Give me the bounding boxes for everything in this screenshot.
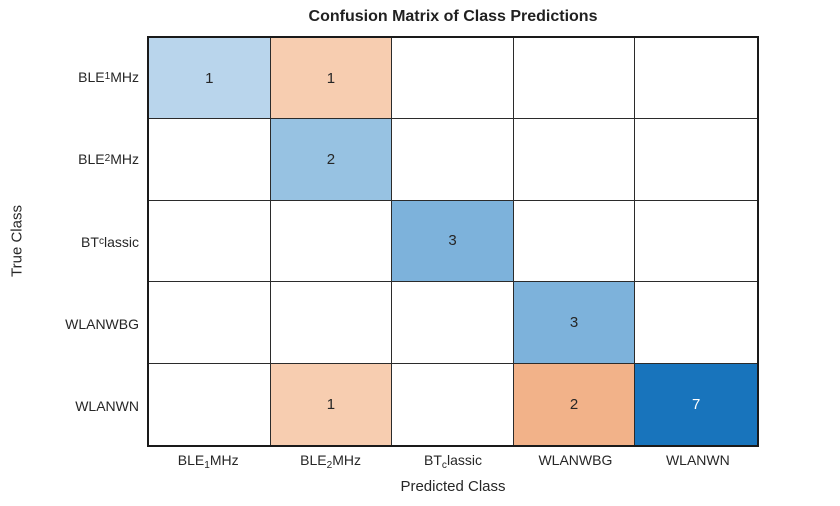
matrix-cell-r2-c3 [513, 200, 636, 283]
class-label-text: MHz [209, 452, 239, 468]
class-label-text: BT [81, 233, 99, 250]
matrix-cell-r1-c4 [635, 119, 757, 201]
matrix-cell-r2-c2: 3 [392, 200, 514, 283]
matrix-cell-r1-c0 [149, 119, 271, 201]
matrix-cell-r4-c0 [149, 363, 271, 445]
matrix-cell-r1-c2 [392, 119, 514, 201]
matrix-cell-r4-c3: 2 [513, 363, 636, 445]
chart-title: Confusion Matrix of Class Predictions [308, 8, 598, 25]
class-label-text: MHz [332, 452, 362, 468]
matrix-cell-r0-c2 [392, 38, 514, 120]
class-label-text: BLE [78, 151, 105, 168]
class-label-text: BT [424, 452, 442, 468]
matrix-cell-r4-c2 [392, 363, 514, 445]
class-label-text: BLE [78, 69, 105, 86]
class-label-text: WLANWBG [65, 315, 139, 332]
matrix-cell-r3-c2 [392, 282, 514, 364]
matrix-cell-r1-c3 [513, 119, 636, 201]
ytick-WLANWBG: WLANWBG [0, 283, 139, 365]
ytick-WLANWN: WLANWN [0, 365, 139, 447]
matrix-cell-r2-c1 [270, 200, 393, 283]
class-label-subscript: 2 [326, 459, 333, 471]
class-label-subscript: 1 [204, 459, 210, 471]
class-label-text: BLE [300, 452, 327, 468]
class-label-text: lassic [103, 233, 139, 250]
matrix-cell-r0-c0: 1 [149, 38, 271, 120]
class-label-text: WLANWN [665, 452, 730, 468]
xtick-BLE_1MHz: BLE1MHz [147, 452, 269, 471]
y-axis-tick-labels: BLE 1 MHz BLE 2 MHz BT c lassic WLANWBG WLANWN [0, 36, 139, 447]
matrix-cell-r3-c4 [635, 282, 757, 364]
matrix-cell-r1-c1: 2 [270, 119, 393, 201]
xtick-BT_classic: BTclassic [392, 452, 514, 471]
matrix-cell-r3-c0 [149, 282, 271, 364]
x-axis-label: Predicted Class [400, 478, 506, 495]
xtick-BLE_2MHz: BLE2MHz [269, 452, 391, 471]
ytick-BT_classic: BT c lassic [81, 233, 139, 250]
ytick-BLE_2MHz: BLE 2 MHz [78, 151, 139, 168]
class-label-text: MHz [110, 151, 139, 168]
class-label-subscript: c [441, 459, 447, 471]
matrix-cell-r0-c3 [513, 38, 636, 120]
matrix-cell-r3-c1 [270, 282, 393, 364]
xtick-WLANWBG: WLANWBG [514, 452, 636, 468]
class-label-text: WLANWN [75, 397, 139, 414]
matrix-cell-r4-c1: 1 [270, 363, 393, 445]
class-label-text: BLE [177, 452, 205, 468]
ytick-BLE_1MHz: BLE 1 MHz [78, 69, 139, 86]
matrix-cell-r2-c4 [635, 200, 757, 283]
matrix-cell-r0-c1: 1 [270, 38, 393, 120]
x-axis-tick-labels: BLE1MHz BLE2MHz BTclassic WLANWBG WLANWN [147, 452, 759, 471]
class-label-text: WLANWBG [538, 452, 613, 468]
class-label-text: MHz [110, 69, 139, 86]
matrix-cell-r4-c4: 7 [635, 363, 757, 445]
matrix-cell-r3-c3: 3 [513, 282, 636, 364]
matrix-cell-r0-c4 [635, 38, 757, 120]
xtick-WLANWN: WLANWN [637, 452, 759, 468]
matrix-cell-r2-c0 [149, 200, 271, 283]
class-label-text: lassic [446, 452, 482, 468]
